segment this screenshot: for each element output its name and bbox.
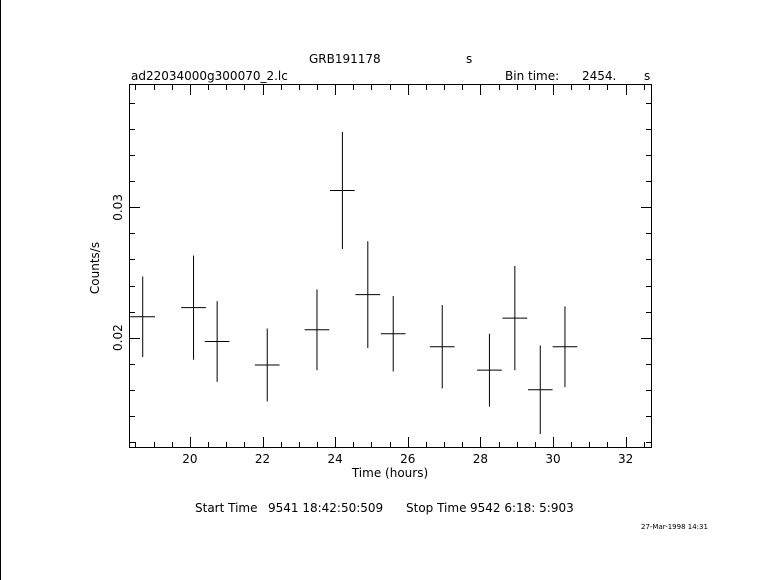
plot-title: GRB191178: [309, 52, 381, 66]
data-points: [130, 131, 578, 434]
data-point: [527, 345, 553, 434]
stop-time-value: 9542 6:18: 5:903: [470, 501, 574, 515]
x-tick-label: 32: [618, 452, 633, 466]
plot-timestamp: 27-Mar-1998 14:31: [641, 523, 708, 531]
y-tick-label: 0.02: [111, 324, 125, 351]
data-point: [304, 289, 330, 371]
x-tick-label: 26: [400, 452, 415, 466]
data-point: [181, 255, 206, 360]
data-point: [254, 328, 280, 402]
bin-time-unit: s: [644, 69, 650, 83]
bin-time-value: 2454.: [582, 69, 616, 83]
x-tick-label: 22: [255, 452, 270, 466]
x-tick-label: 24: [327, 452, 342, 466]
x-tick-label: 20: [182, 452, 197, 466]
data-point: [130, 276, 156, 358]
bin-time-label: Bin time:: [505, 69, 559, 83]
plot-title-unit: s: [466, 52, 472, 66]
data-point: [380, 295, 406, 372]
x-tick-labels: 20 22 24 26 28 30 32: [182, 452, 633, 466]
window-left-edge: [0, 0, 1, 580]
data-point: [502, 266, 528, 371]
data-point: [204, 301, 230, 382]
y-tick-label: 0.03: [111, 194, 125, 221]
plot-frame: [129, 84, 652, 448]
axis-ticks: [130, 85, 651, 447]
data-point: [552, 306, 578, 388]
y-axis-label: Counts/s: [88, 242, 102, 294]
x-tick-label: 30: [545, 452, 560, 466]
stop-time-label: Stop Time: [406, 501, 466, 515]
data-point: [429, 305, 455, 389]
data-point: [477, 333, 502, 407]
start-time-label: Start Time: [195, 501, 258, 515]
x-axis-label: Time (hours): [351, 466, 428, 480]
x-tick-label: 28: [473, 452, 488, 466]
y-tick-labels: 0.02 0.03: [111, 194, 125, 351]
data-point: [330, 131, 355, 250]
data-point: [355, 241, 381, 349]
file-name: ad22034000g300070_2.lc: [131, 69, 288, 83]
start-time-value: 9541 18:42:50:509: [268, 501, 383, 515]
